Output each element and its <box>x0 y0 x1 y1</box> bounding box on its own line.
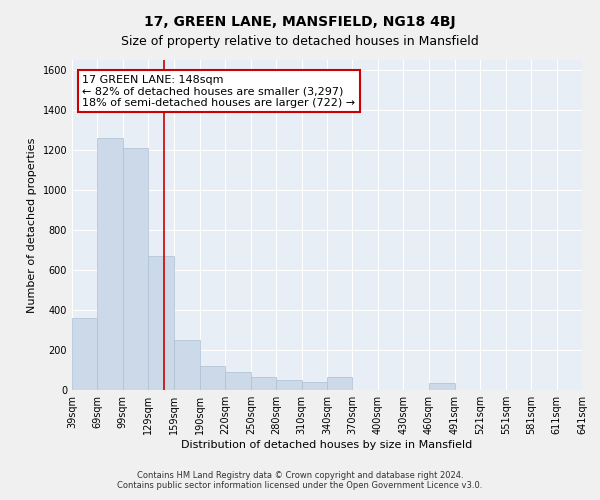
Bar <box>123 148 148 390</box>
Bar <box>302 382 327 390</box>
Bar <box>276 380 302 390</box>
Bar <box>226 372 251 390</box>
Text: Contains HM Land Registry data © Crown copyright and database right 2024.
Contai: Contains HM Land Registry data © Crown c… <box>118 470 482 490</box>
Text: Size of property relative to detached houses in Mansfield: Size of property relative to detached ho… <box>121 35 479 48</box>
Y-axis label: Number of detached properties: Number of detached properties <box>27 138 37 312</box>
Bar <box>97 138 123 390</box>
Bar <box>251 377 276 390</box>
Bar <box>200 366 226 390</box>
Bar <box>148 256 173 390</box>
Bar <box>327 377 352 390</box>
Text: 17 GREEN LANE: 148sqm
← 82% of detached houses are smaller (3,297)
18% of semi-d: 17 GREEN LANE: 148sqm ← 82% of detached … <box>82 75 355 108</box>
Bar <box>72 318 97 390</box>
X-axis label: Distribution of detached houses by size in Mansfield: Distribution of detached houses by size … <box>181 440 473 450</box>
Text: 17, GREEN LANE, MANSFIELD, NG18 4BJ: 17, GREEN LANE, MANSFIELD, NG18 4BJ <box>144 15 456 29</box>
Bar <box>173 340 200 390</box>
Bar <box>428 383 455 390</box>
